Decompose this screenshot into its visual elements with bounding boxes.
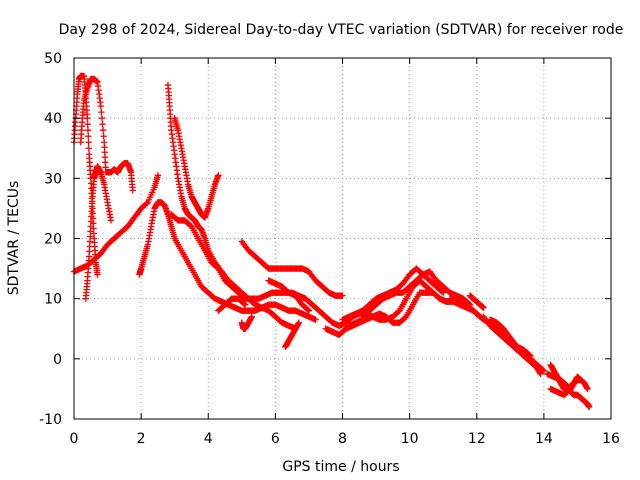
data-series (70, 72, 593, 411)
series-track-20 (486, 316, 534, 360)
data-point (98, 114, 106, 122)
x-tick-label: 4 (204, 431, 213, 447)
data-point (480, 304, 487, 311)
data-point (305, 307, 313, 314)
data-point (304, 306, 312, 313)
y-tick-label: 40 (44, 111, 62, 127)
data-point (107, 217, 115, 224)
axis-ticks: 0 2 4 6 8 10 12 14 16 -10 0 10 20 30 40 50 (39, 51, 620, 447)
data-point (295, 319, 303, 326)
data-point (85, 145, 93, 152)
series-track-12 (265, 277, 313, 314)
series-track-19 (480, 313, 544, 378)
data-point (84, 120, 91, 128)
y-axis-title: SDTVAR / TECUs (6, 181, 22, 296)
data-point (527, 352, 534, 360)
series-track-9 (215, 295, 249, 314)
data-point (100, 133, 107, 140)
x-tick-label: 8 (338, 431, 347, 447)
data-point (97, 102, 105, 110)
data-point (585, 403, 593, 411)
series-track-13 (282, 319, 303, 350)
series-track-11 (238, 238, 346, 299)
data-point (438, 288, 446, 295)
y-tick-label: 30 (44, 171, 62, 187)
data-point (584, 385, 591, 393)
data-point (94, 271, 101, 278)
y-tick-label: 10 (44, 292, 62, 308)
series-track-7 (171, 114, 222, 221)
data-point (99, 127, 107, 134)
series-track-17 (466, 292, 487, 311)
x-tick-label: 12 (468, 431, 486, 447)
y-tick-label: 20 (44, 232, 62, 248)
data-point (84, 127, 92, 134)
data-point (98, 108, 105, 116)
data-point (248, 313, 256, 320)
chart-title: Day 298 of 2024, Sidereal Day-to-day VTE… (59, 22, 624, 38)
x-tick-label: 0 (70, 431, 79, 447)
data-point (154, 172, 162, 179)
data-point (241, 301, 249, 308)
data-point (537, 370, 544, 378)
series-track-23 (547, 373, 584, 399)
data-point (439, 289, 447, 296)
data-point (240, 300, 248, 307)
y-tick-label: 50 (44, 51, 62, 67)
x-axis-title: GPS time / hours (282, 459, 399, 475)
data-point (215, 172, 222, 179)
y-tick-label: 0 (53, 352, 62, 368)
series-track-2 (82, 163, 115, 302)
series-track-4 (70, 172, 162, 275)
series-track-10 (238, 313, 256, 332)
x-tick-label: 2 (137, 431, 146, 447)
data-point (312, 316, 319, 323)
data-point (143, 200, 150, 207)
x-tick-label: 14 (535, 431, 553, 447)
series-track-3 (77, 75, 136, 194)
data-point (339, 292, 346, 299)
data-point (577, 376, 584, 384)
x-tick-label: 10 (401, 431, 419, 447)
data-point (99, 120, 106, 128)
data-point (526, 351, 533, 359)
grid (74, 58, 611, 419)
data-point (85, 139, 92, 146)
x-tick-label: 6 (271, 431, 280, 447)
data-point (85, 133, 92, 140)
data-point (443, 298, 450, 305)
series-track-22 (544, 370, 593, 411)
y-tick-label: -10 (39, 412, 62, 428)
data-point (129, 187, 136, 194)
x-tick-label: 16 (602, 431, 620, 447)
